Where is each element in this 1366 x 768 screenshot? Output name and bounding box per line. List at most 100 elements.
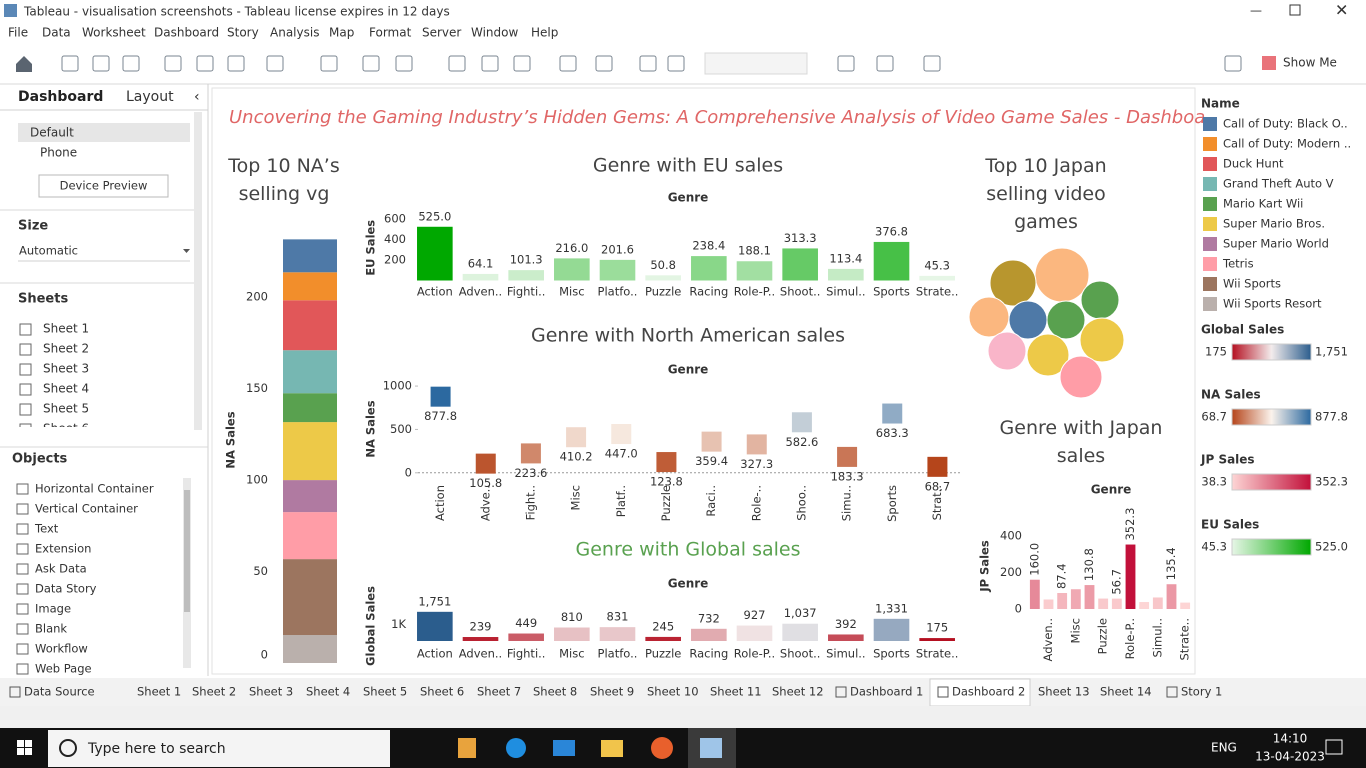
- object-item[interactable]: Extension: [35, 542, 91, 556]
- toolbar-icon[interactable]: [92, 55, 110, 72]
- search-placeholder[interactable]: Type here to search: [87, 741, 226, 757]
- legend-swatch[interactable]: [1203, 237, 1217, 251]
- menu-item[interactable]: Worksheet: [82, 26, 146, 40]
- dropdown-arrow[interactable]: [183, 249, 190, 253]
- toolbar-icon[interactable]: [667, 55, 685, 72]
- sheet-tab[interactable]: Sheet 6: [420, 685, 464, 699]
- edge-icon[interactable]: [506, 738, 526, 758]
- toolbar-icon[interactable]: [595, 55, 613, 72]
- sheet-tab[interactable]: Sheet 8: [533, 685, 577, 699]
- sheet-item[interactable]: Sheet 1: [43, 322, 89, 336]
- menu-item[interactable]: Map: [329, 26, 354, 40]
- legend-swatch[interactable]: [1203, 137, 1217, 151]
- mail-icon[interactable]: [553, 740, 575, 756]
- sheet-tab[interactable]: Sheet 9: [590, 685, 634, 699]
- device[interactable]: Phone: [40, 146, 77, 160]
- legend-label[interactable]: Super Mario Bros.: [1223, 217, 1325, 231]
- object-item[interactable]: Vertical Container: [35, 502, 138, 516]
- show-me-icon[interactable]: [1262, 56, 1276, 70]
- legend-label[interactable]: Wii Sports: [1223, 277, 1281, 291]
- size-value[interactable]: Automatic: [19, 244, 78, 258]
- object-item[interactable]: Workflow: [35, 642, 88, 656]
- sheet-item[interactable]: Sheet 5: [43, 402, 89, 416]
- start-icon[interactable]: [17, 740, 24, 747]
- legend-swatch[interactable]: [1203, 117, 1217, 131]
- show-me[interactable]: Show Me: [1283, 56, 1337, 70]
- scrollbar[interactable]: [194, 112, 202, 430]
- store-icon[interactable]: [458, 738, 476, 758]
- object-item[interactable]: Horizontal Container: [35, 482, 154, 496]
- sheet-tab[interactable]: Sheet 14: [1100, 685, 1152, 699]
- sheet-tab[interactable]: Story 1: [1181, 685, 1222, 699]
- menu-item[interactable]: Data: [42, 26, 71, 40]
- search-box[interactable]: [48, 730, 390, 767]
- device-preview[interactable]: Device Preview: [60, 179, 148, 193]
- start-icon[interactable]: [17, 748, 24, 755]
- legend-label[interactable]: Call of Duty: Black O..: [1223, 117, 1348, 131]
- legend-swatch[interactable]: [1203, 217, 1217, 231]
- legend-swatch[interactable]: [1203, 297, 1217, 311]
- menu-item[interactable]: Help: [531, 26, 558, 40]
- close[interactable]: ✕: [1335, 1, 1348, 20]
- start-icon[interactable]: [25, 740, 32, 747]
- toolbar-icon[interactable]: [559, 55, 577, 72]
- sheet-item[interactable]: Sheet 4: [43, 382, 89, 396]
- sheet-item[interactable]: Sheet 3: [43, 362, 89, 376]
- menu-item[interactable]: Dashboard: [154, 26, 219, 40]
- toolbar-dropdown[interactable]: [704, 52, 808, 75]
- object-item[interactable]: Text: [34, 522, 59, 536]
- toolbar-icon[interactable]: [61, 55, 79, 72]
- sheet-tab[interactable]: Sheet 2: [192, 685, 236, 699]
- clock-date[interactable]: 13-04-2023: [1255, 750, 1325, 764]
- toolbar-icon[interactable]: [266, 55, 284, 72]
- device[interactable]: Default: [30, 126, 74, 140]
- language[interactable]: ENG: [1211, 741, 1237, 755]
- sheet-tab[interactable]: Sheet 10: [647, 685, 699, 699]
- collapse[interactable]: ‹: [194, 89, 200, 105]
- legend-label[interactable]: Wii Sports Resort: [1223, 297, 1322, 311]
- panel-tab[interactable]: Dashboard: [18, 89, 103, 105]
- sheet-tab[interactable]: Sheet 3: [249, 685, 293, 699]
- sheet-item[interactable]: Sheet 2: [43, 342, 89, 356]
- toolbar-icon[interactable]: [320, 55, 338, 72]
- legend-label[interactable]: Tetris: [1222, 257, 1254, 271]
- legend-label[interactable]: Call of Duty: Modern ..: [1223, 137, 1351, 151]
- sheet-tab[interactable]: Sheet 5: [363, 685, 407, 699]
- object-item[interactable]: Blank: [35, 622, 67, 636]
- object-item[interactable]: Ask Data: [35, 562, 87, 576]
- device-preview-button[interactable]: [38, 174, 169, 198]
- legend-label[interactable]: Duck Hunt: [1223, 157, 1284, 171]
- menu-item[interactable]: Server: [422, 26, 461, 40]
- sheet-tab[interactable]: Sheet 4: [306, 685, 350, 699]
- toolbar-icon[interactable]: [481, 55, 499, 72]
- maximize[interactable]: [1289, 4, 1301, 16]
- legend-label[interactable]: Mario Kart Wii: [1223, 197, 1303, 211]
- toolbar-icon[interactable]: [227, 55, 245, 72]
- menu-item[interactable]: Format: [369, 26, 412, 40]
- scroll-thumb[interactable]: [184, 490, 190, 612]
- sheet-tab[interactable]: Sheet 11: [710, 685, 762, 699]
- clock-time[interactable]: 14:10: [1273, 732, 1308, 746]
- legend-label[interactable]: Super Mario World: [1223, 237, 1329, 251]
- sheet-tab[interactable]: Data Source: [24, 685, 95, 699]
- toolbar-icon[interactable]: [448, 55, 466, 72]
- legend-swatch[interactable]: [1203, 277, 1217, 291]
- legend-swatch[interactable]: [1203, 197, 1217, 211]
- legend-swatch[interactable]: [1203, 257, 1217, 271]
- legend-swatch[interactable]: [1203, 157, 1217, 171]
- sheet-tab[interactable]: Sheet 13: [1038, 685, 1090, 699]
- notifications[interactable]: [1325, 739, 1343, 755]
- sheet-tab[interactable]: Sheet 7: [477, 685, 521, 699]
- home-icon[interactable]: [16, 56, 32, 72]
- menu-item[interactable]: File: [8, 26, 28, 40]
- firefox-icon[interactable]: [651, 737, 673, 759]
- explorer-icon[interactable]: [601, 740, 623, 757]
- object-item[interactable]: Web Page: [35, 662, 92, 676]
- minimize[interactable]: —: [1250, 4, 1262, 18]
- legend-swatch[interactable]: [1203, 177, 1217, 191]
- toolbar-icon[interactable]: [837, 55, 855, 72]
- toolbar-icon[interactable]: [923, 55, 941, 72]
- start-icon[interactable]: [25, 748, 32, 755]
- toolbar-icon[interactable]: [395, 55, 413, 72]
- menu-item[interactable]: Window: [471, 26, 519, 40]
